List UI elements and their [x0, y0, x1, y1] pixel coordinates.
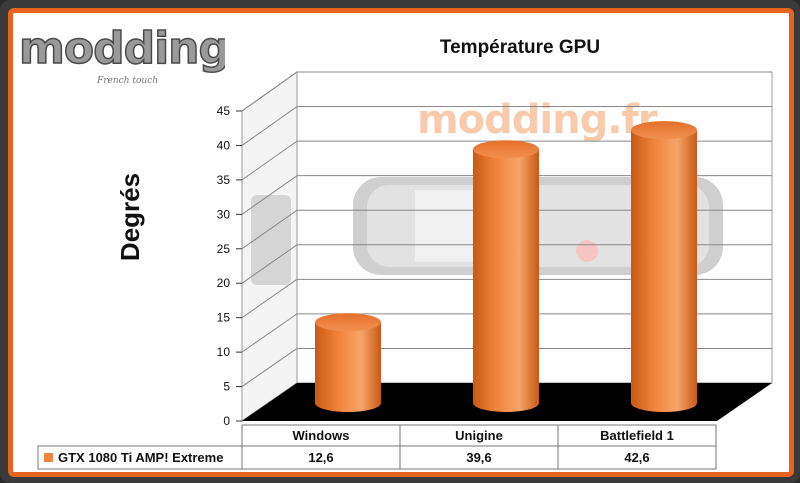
- bar-battlefield-1: [631, 121, 697, 412]
- chart-panel: modding.fr French touch modding.fr 0 5 10 1…: [8, 8, 794, 477]
- legend-swatch: [44, 453, 53, 462]
- data-value-label: 12,6: [308, 450, 333, 465]
- gridline-side: [241, 106, 298, 146]
- y-tick-label: 20: [217, 276, 231, 290]
- site-logo: modding.fr French touch: [18, 22, 225, 86]
- gridline-side: [241, 244, 298, 284]
- gridline-side: [241, 209, 298, 250]
- y-tick-label: 10: [217, 345, 231, 359]
- site-logo-tagline: French touch: [96, 76, 158, 86]
- y-tick-label: 45: [217, 104, 231, 118]
- y-axis-ticks: 0 5 10 15 20 25 30 35 40 45: [217, 104, 242, 428]
- y-tick-label: 15: [217, 311, 231, 325]
- chart-title: Température GPU: [440, 37, 600, 58]
- gridline-side: [241, 175, 298, 215]
- bar-body: [473, 149, 539, 412]
- gridline-side: [241, 140, 298, 181]
- bar-body: [631, 130, 697, 412]
- y-axis-label: Degrés: [115, 173, 145, 261]
- data-value-label: 42,6: [624, 450, 649, 465]
- data-value-label: 39,6: [466, 450, 491, 465]
- bar-body: [315, 322, 381, 412]
- bar-top: [473, 140, 539, 159]
- gridline-side: [241, 278, 298, 319]
- legend-series-name: GTX 1080 Ti AMP! Extreme: [58, 450, 223, 465]
- y-tick-label: 5: [223, 380, 230, 394]
- bar-top: [315, 313, 381, 332]
- site-logo-text: modding.fr: [19, 23, 225, 74]
- y-tick-label: 30: [217, 207, 231, 221]
- y-tick-label: 0: [223, 414, 230, 428]
- data-table: Windows 12,6 Unigine 39,6 Battlefield 1 42,6 G…: [37, 424, 717, 470]
- y-tick-label: 40: [217, 138, 231, 152]
- bar-top: [631, 121, 697, 140]
- gridline-side: [241, 348, 298, 387]
- gridline-side: [241, 313, 298, 353]
- bars: [315, 121, 697, 412]
- y-tick-label: 25: [217, 242, 231, 256]
- y-tick-label: 35: [217, 173, 231, 187]
- x-category-label: Windows: [293, 428, 350, 443]
- bar-windows: [315, 313, 381, 412]
- bar-unigine: [473, 140, 539, 412]
- x-category-label: Battlefield 1: [600, 428, 674, 443]
- temperature-chart: modding.fr 0 5 10 15 20 25 30 35 40 45 Températur…: [37, 37, 773, 470]
- legend-cell: [37, 445, 243, 470]
- gridline-side: [241, 71, 298, 112]
- watermark-text: modding.fr: [417, 97, 658, 143]
- x-category-label: Unigine: [455, 428, 503, 443]
